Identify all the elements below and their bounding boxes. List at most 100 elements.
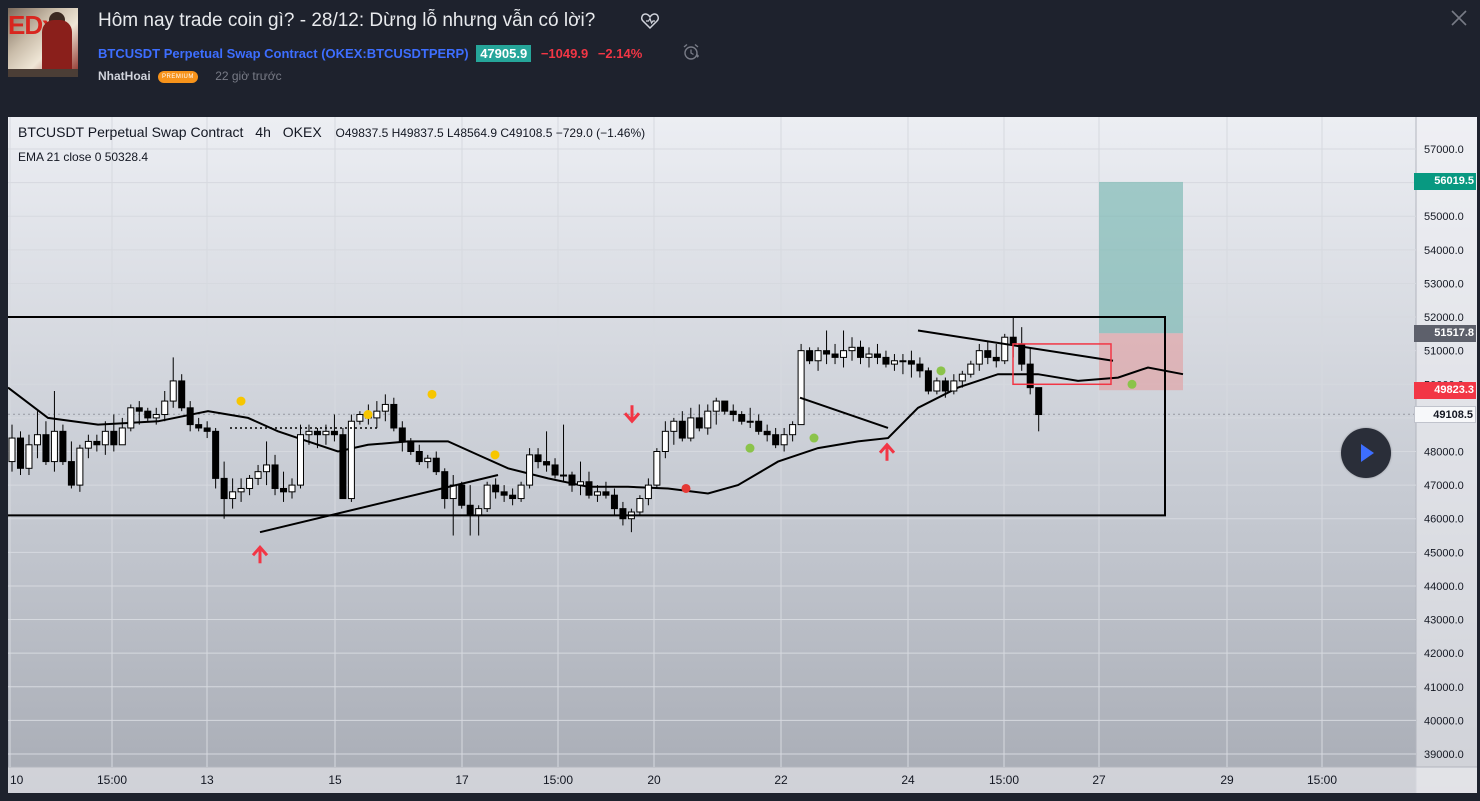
candle-body <box>585 481 593 496</box>
alarm-clock-icon[interactable] <box>682 43 700 61</box>
candle-body <box>568 474 576 486</box>
candle-body <box>534 454 542 463</box>
candle-body <box>509 494 517 500</box>
candle-body <box>526 454 534 486</box>
signal-dot <box>427 389 437 399</box>
candle-body <box>873 353 881 358</box>
candle-body <box>101 430 109 446</box>
author-name[interactable]: NhatHoai <box>98 69 151 83</box>
candle-body <box>93 440 101 446</box>
candle-body <box>152 414 160 419</box>
ema-line <box>8 366 1184 495</box>
candle-body <box>950 380 958 392</box>
signal-dot <box>809 433 819 443</box>
candle-body <box>610 494 618 510</box>
author-avatar[interactable]: EDx <box>8 8 78 77</box>
price-tick-label: 45000.0 <box>1424 547 1464 559</box>
arrow-down-1 <box>623 405 641 424</box>
play-button[interactable] <box>1341 428 1391 478</box>
candle-body <box>882 356 890 365</box>
chart-container[interactable]: 39000.0 40000.0 41000.0 42000.0 43000.0 44000… <box>8 117 1477 793</box>
legend-symbol[interactable]: BTCUSDT Perpetual Swap Contract <box>18 124 244 140</box>
premium-badge: PREMIUM <box>158 71 198 83</box>
candle-body <box>602 491 610 496</box>
price-tick-label: 57000.0 <box>1424 144 1464 156</box>
candle-body <box>373 410 381 419</box>
price-change-percent: −2.14% <box>597 46 643 61</box>
time-tick-label: 29 <box>1220 773 1234 787</box>
stop-price-badge: 49823.3 <box>1414 382 1476 399</box>
price-tick-label: 42000.0 <box>1424 648 1464 660</box>
price-tick-label: 55000.0 <box>1424 211 1464 223</box>
candle-body <box>593 491 601 496</box>
candle-body <box>229 491 237 500</box>
candle-body <box>840 350 848 358</box>
candle-body <box>322 430 330 436</box>
candle-body <box>797 350 805 426</box>
price-badge: 47905.9 <box>476 45 532 62</box>
loss-zone <box>1099 333 1183 391</box>
candle-body <box>466 504 474 516</box>
signal-dot <box>681 483 691 493</box>
candle-body <box>814 350 822 362</box>
candle-body <box>890 360 898 365</box>
candle-body <box>772 434 780 446</box>
candle-body <box>330 430 338 436</box>
price-tick-label: 54000.0 <box>1424 245 1464 257</box>
candle-body <box>237 487 245 493</box>
candle-body <box>398 427 406 442</box>
candle-body <box>178 380 186 409</box>
candle-body <box>933 380 941 392</box>
candle-body <box>144 410 152 419</box>
price-change: −1049.9 <box>540 46 589 61</box>
post-time: 22 giờ trước <box>215 69 282 83</box>
time-tick-label: 24 <box>901 773 915 787</box>
candle-body <box>644 484 652 500</box>
play-icon <box>1361 444 1374 462</box>
candle-body <box>381 403 389 412</box>
price-tick-label: 39000.0 <box>1424 749 1464 761</box>
price-tick-label: 43000.0 <box>1424 615 1464 627</box>
signal-dot <box>490 450 500 460</box>
candle-body <box>296 434 304 486</box>
time-tick-label: 27 <box>1092 773 1106 787</box>
candle-body <box>169 380 177 402</box>
chart-legend: BTCUSDT Perpetual Swap Contract 4h OKEX … <box>18 124 645 140</box>
candle-body <box>347 420 355 500</box>
idea-title: Hôm nay trade coin gì? - 28/12: Dừng lỗ … <box>98 10 596 31</box>
time-tick-label: 17 <box>455 773 469 787</box>
symbol-name-link[interactable]: BTCUSDT Perpetual Swap Contract <box>98 46 318 61</box>
price-tick-label: 51000.0 <box>1424 346 1464 358</box>
candle-body <box>551 464 559 476</box>
candle-body <box>42 434 50 463</box>
price-chart[interactable]: 39000.0 40000.0 41000.0 42000.0 43000.0 44000… <box>8 117 1477 793</box>
candle-body <box>76 447 84 486</box>
last-price-badge: 49108.5 <box>1414 406 1476 423</box>
candle-body <box>441 471 449 500</box>
legend-ohlc: O49837.5 H49837.5 L48564.9 C49108.5 −729… <box>335 126 646 140</box>
candle-body <box>263 464 271 473</box>
candle-body <box>161 400 169 416</box>
candle-body <box>432 457 440 473</box>
heart-icon[interactable] <box>640 11 660 31</box>
candle-body <box>110 430 118 446</box>
candle-body <box>975 350 983 365</box>
candle-body <box>517 484 525 500</box>
signal-dot <box>363 410 373 420</box>
candle-body <box>780 434 788 446</box>
time-tick-label: 15:00 <box>97 773 127 787</box>
candle-body <box>135 407 143 412</box>
candle-body <box>958 373 966 382</box>
candle-body <box>661 430 669 453</box>
price-tick-label: 44000.0 <box>1424 581 1464 593</box>
time-tick-label: 15:00 <box>1307 773 1337 787</box>
indicator-legend[interactable]: EMA 21 close 0 50328.4 <box>18 150 149 164</box>
candle-body <box>755 420 763 432</box>
arrow-up-1 <box>251 545 269 564</box>
candle-body <box>712 400 720 412</box>
symbol-code-link[interactable]: OKEX:BTCUSDTPERP <box>325 46 465 61</box>
close-icon[interactable] <box>1450 9 1468 27</box>
candle-body <box>313 430 321 436</box>
candle-body <box>59 430 67 463</box>
candle-body <box>118 427 126 446</box>
